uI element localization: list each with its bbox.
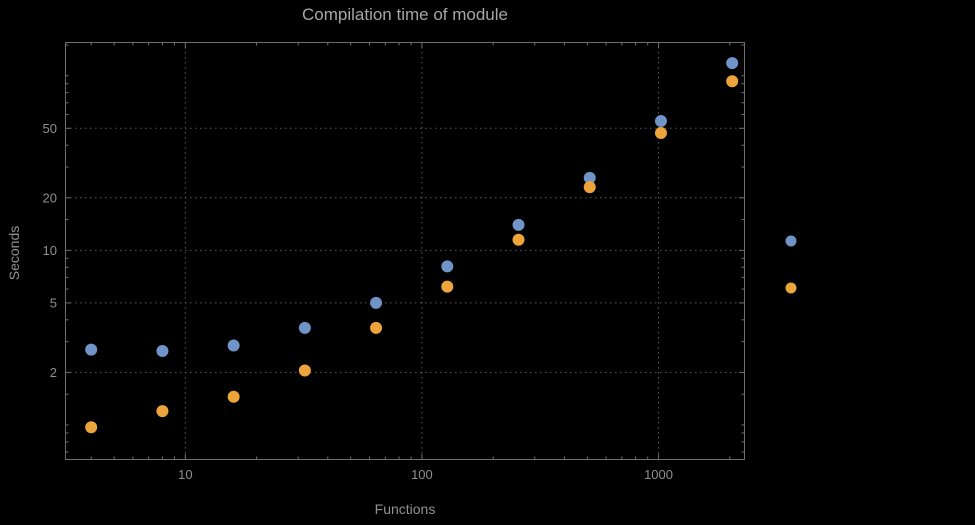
x-tick-label: 100 bbox=[411, 467, 433, 482]
data-point-blue bbox=[512, 218, 525, 231]
data-point-orange bbox=[298, 364, 311, 377]
data-point-orange bbox=[583, 181, 596, 194]
y-tick-label: 10 bbox=[43, 243, 57, 258]
data-point-orange bbox=[85, 421, 98, 434]
chart-title: Compilation time of module bbox=[302, 5, 508, 24]
data-point-blue bbox=[298, 321, 311, 334]
legend-marker bbox=[785, 235, 797, 247]
data-point-blue bbox=[441, 260, 454, 273]
data-point-blue bbox=[654, 115, 667, 128]
data-point-orange bbox=[512, 233, 525, 246]
data-point-blue bbox=[726, 57, 739, 70]
data-point-blue bbox=[156, 345, 169, 358]
y-tick-label: 50 bbox=[43, 121, 57, 136]
y-tick-label: 5 bbox=[50, 295, 57, 310]
data-point-orange bbox=[726, 75, 739, 88]
data-point-orange bbox=[156, 405, 169, 418]
data-point-orange bbox=[441, 280, 454, 293]
legend-marker bbox=[785, 282, 797, 294]
data-point-blue bbox=[370, 296, 383, 309]
plot-frame bbox=[65, 42, 745, 460]
data-point-blue bbox=[85, 343, 98, 356]
data-point-orange bbox=[654, 126, 667, 139]
x-tick-label: 10 bbox=[178, 467, 192, 482]
x-axis-label: Functions bbox=[374, 501, 436, 517]
data-point-orange bbox=[227, 390, 240, 403]
data-point-orange bbox=[370, 321, 383, 334]
x-tick-label: 1000 bbox=[644, 467, 673, 482]
y-tick-label: 20 bbox=[43, 190, 57, 205]
data-point-blue bbox=[583, 171, 596, 184]
data-point-blue bbox=[227, 339, 240, 352]
y-tick-label: 2 bbox=[50, 365, 57, 380]
